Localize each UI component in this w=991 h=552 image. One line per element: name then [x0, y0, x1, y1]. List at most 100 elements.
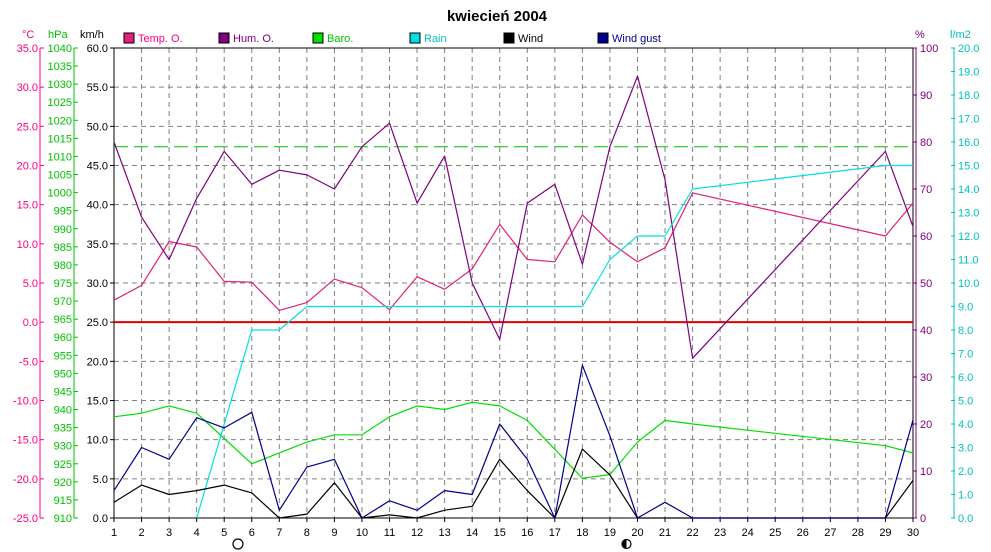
series-line-baro-	[113, 401, 914, 479]
legend-item: Baro.	[312, 32, 353, 45]
x-tick-label: 19	[604, 527, 616, 539]
rain-tick-label: 0.0	[958, 513, 973, 525]
axis-units: °C hPa km/h % l/m2	[22, 29, 971, 41]
x-tick-label: 6	[249, 527, 255, 539]
temp-tick-label: 25.0	[17, 121, 38, 133]
series-line-wind-gust	[113, 364, 914, 519]
full-moon-icon	[232, 538, 244, 550]
hum-tick-label: 50	[920, 278, 932, 290]
x-tick-label: 4	[194, 527, 200, 539]
reference-lines	[114, 146, 913, 324]
legend-label: Rain	[424, 33, 447, 45]
wind-tick-label: 60.0	[87, 43, 108, 55]
series-line-wind	[113, 448, 914, 519]
x-tick-label: 22	[686, 527, 698, 539]
temp-tick-label: -20.0	[13, 474, 38, 486]
baro-tick-label: 1020	[48, 115, 72, 127]
rain-tick-label: 1.0	[958, 490, 973, 502]
wind-tick-label: 10.0	[87, 435, 108, 447]
baro-tick-label: 980	[54, 260, 72, 272]
legend-swatch	[312, 32, 324, 44]
x-axis: 1 2 3 4 5 6 7 8 9 10 11 12 13 14 15 16 17 18 19 20 21 22 23 24 2…	[111, 518, 919, 539]
legend-swatch	[597, 32, 609, 44]
x-tick-label: 27	[824, 527, 836, 539]
baro-tick-label: 1025	[48, 97, 72, 109]
rain-tick-label: 18.0	[958, 90, 979, 102]
wind-axis: 0.0 5.0 10.0 15.0 20.0 25.0 30.0 35.0 40.0 45.0 50…	[87, 43, 114, 525]
x-tick-label: 18	[576, 527, 588, 539]
baro-tick-label: 910	[54, 513, 72, 525]
x-tick-label: 10	[356, 527, 368, 539]
rain-tick-label: 5.0	[958, 396, 973, 408]
x-tick-label: 15	[494, 527, 506, 539]
wind-tick-label: 35.0	[87, 239, 108, 251]
x-tick-label: 2	[138, 527, 144, 539]
temp-axis: -25.0 -20.0 -15.0 -10.0 -5.0 0.0 5.0 10.0 15.0 20…	[13, 43, 44, 525]
legend-label: Wind gust	[612, 33, 661, 45]
hum-tick-label: 90	[920, 90, 932, 102]
hum-tick-label: 100	[920, 43, 938, 55]
hum-tick-label: 60	[920, 231, 932, 243]
legend-label: Hum. O.	[233, 33, 274, 45]
baro-tick-label: 945	[54, 386, 72, 398]
baro-axis: 910 915 920 925 930 935 940 945 950 955 960 965 970 9…	[48, 43, 78, 525]
x-tick-label: 23	[714, 527, 726, 539]
x-tick-label: 30	[907, 527, 919, 539]
wind-tick-label: 20.0	[87, 356, 108, 368]
legend-label: Wind	[518, 33, 543, 45]
rain-tick-label: 16.0	[958, 137, 979, 149]
x-tick-label: 25	[769, 527, 781, 539]
baro-tick-label: 1030	[48, 79, 72, 91]
legend-item: Temp. O.	[123, 32, 183, 45]
baro-tick-label: 930	[54, 441, 72, 453]
hum-tick-label: 10	[920, 466, 932, 478]
rain-tick-label: 9.0	[958, 302, 973, 314]
legend-item: Wind	[503, 32, 543, 45]
moon-phases	[232, 538, 632, 550]
wind-tick-label: 40.0	[87, 200, 108, 212]
x-tick-label: 13	[438, 527, 450, 539]
plot-area	[113, 75, 914, 519]
rain-tick-label: 14.0	[958, 184, 979, 196]
baro-tick-label: 975	[54, 278, 72, 290]
rain-tick-label: 4.0	[958, 419, 973, 431]
x-tick-label: 3	[166, 527, 172, 539]
baro-tick-label: 955	[54, 350, 72, 362]
x-tick-label: 17	[549, 527, 561, 539]
x-tick-label: 28	[852, 527, 864, 539]
new-moon-icon	[621, 538, 632, 550]
temp-tick-label: 30.0	[17, 82, 38, 94]
temp-tick-label: 0.0	[23, 317, 38, 329]
x-tick-label: 16	[521, 527, 533, 539]
legend-item: Rain	[409, 32, 447, 45]
baro-tick-label: 1040	[48, 43, 72, 55]
baro-tick-label: 1035	[48, 61, 72, 73]
x-tick-label: 26	[797, 527, 809, 539]
baro-tick-label: 1005	[48, 170, 72, 182]
temp-tick-label: 5.0	[23, 278, 38, 290]
hum-tick-label: 20	[920, 419, 932, 431]
legend-item: Hum. O.	[218, 32, 274, 45]
x-tick-label: 11	[384, 527, 395, 539]
series-line-hum-o-	[113, 75, 914, 359]
series-line-rain	[196, 164, 913, 519]
rain-tick-label: 11.0	[958, 255, 979, 267]
temp-tick-label: -10.0	[13, 396, 38, 408]
hum-tick-label: 80	[920, 137, 932, 149]
rain-unit-label: l/m2	[950, 29, 971, 41]
hum-tick-label: 30	[920, 372, 932, 384]
rain-tick-label: 20.0	[958, 43, 979, 55]
baro-unit-label: hPa	[48, 29, 68, 41]
legend-swatch	[409, 32, 421, 44]
wind-tick-label: 45.0	[87, 161, 108, 173]
hum-tick-label: 40	[920, 325, 932, 337]
legend-swatch	[123, 32, 135, 44]
x-tick-label: 14	[466, 527, 478, 539]
baro-tick-label: 960	[54, 332, 72, 344]
baro-tick-label: 920	[54, 477, 72, 489]
rain-tick-label: 15.0	[958, 161, 979, 173]
baro-tick-label: 940	[54, 405, 72, 417]
wind-tick-label: 15.0	[87, 396, 108, 408]
temp-tick-label: -5.0	[19, 356, 38, 368]
rain-tick-label: 8.0	[958, 325, 973, 337]
